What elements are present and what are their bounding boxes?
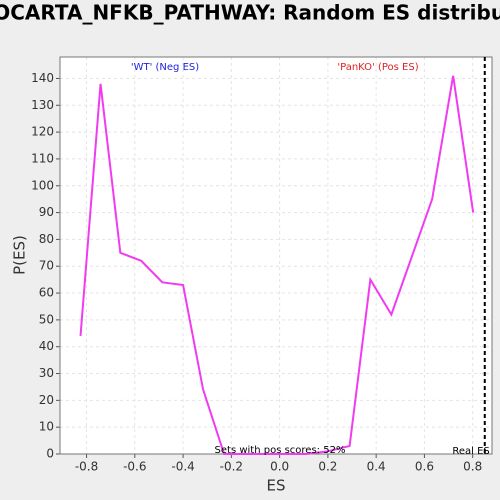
y-tick-label: 60 — [39, 286, 54, 300]
y-tick-label: 80 — [39, 232, 54, 246]
y-axis-label: P(ES) — [11, 235, 29, 275]
y-tick-label: 140 — [31, 71, 54, 85]
y-tick-label: 100 — [31, 178, 54, 192]
y-tick-label: 0 — [46, 447, 54, 461]
y-tick-label: 110 — [31, 151, 54, 165]
x-tick-label: 0.4 — [367, 460, 386, 474]
y-tick-label: 10 — [39, 420, 54, 434]
x-tick-label: 0.8 — [463, 460, 482, 474]
x-tick-label: 0.2 — [318, 460, 337, 474]
y-tick-label: 120 — [31, 125, 54, 139]
y-tick-label: 90 — [39, 205, 54, 219]
x-tick-label: 0.0 — [270, 460, 289, 474]
y-tick-label: 30 — [39, 366, 54, 380]
x-tick-label: -0.4 — [171, 460, 194, 474]
pos-scores-annotation: Sets with pos scores: 52% — [215, 445, 346, 456]
real-es-label: Real ES — [452, 446, 489, 457]
y-tick-label: 70 — [39, 259, 54, 273]
x-axis-label: ES — [267, 477, 286, 495]
data-line — [79, 75, 475, 455]
plot-area — [60, 57, 492, 454]
x-tick-label: 0.6 — [415, 460, 434, 474]
chart-title: BIOCARTA_NFKB_PATHWAY: Random ES distrib… — [0, 1, 500, 25]
x-tick-label: -0.6 — [123, 460, 146, 474]
x-tick-label: -0.2 — [220, 460, 243, 474]
neg-annotation: 'WT' (Neg ES) — [131, 62, 199, 73]
y-tick-label: 40 — [39, 339, 54, 353]
y-tick-label: 50 — [39, 312, 54, 326]
pos-annotation: 'PanKO' (Pos ES) — [337, 62, 418, 73]
y-tick-label: 130 — [31, 98, 54, 112]
y-tick-label: 20 — [39, 393, 54, 407]
x-tick-label: -0.8 — [75, 460, 98, 474]
